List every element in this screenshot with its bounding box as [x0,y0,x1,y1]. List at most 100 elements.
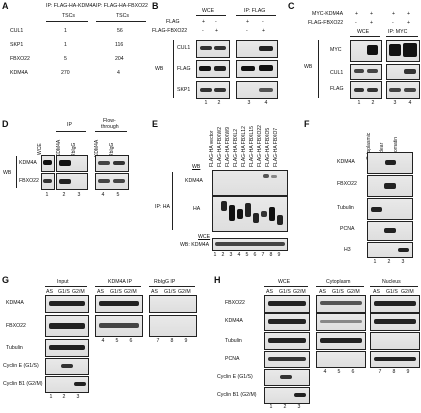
row-label-flag-fbxo22: FLAG-FBXO22 [308,20,344,26]
blot-label-kdm4a: KDM4A [225,318,243,324]
lane-number: 1 [45,192,49,198]
lane-number: 1 [269,404,273,410]
sign: + [370,11,374,17]
lane-number: 2 [387,259,391,265]
divider-cyto [316,286,364,287]
col-label-fbxo22: FLAG-HA FBXO22 [257,125,263,167]
lane-number: 4 [323,369,327,375]
row-fbxo22-c2: 204 [115,56,124,62]
blot-label-fbxo22: FBXO22 [225,300,245,306]
blot-h-kdm4a-cyto [316,313,366,331]
blot-b-skp1-wce [196,81,230,99]
blot-f-pcna [367,221,413,241]
divider-ip [236,15,276,16]
wb-bracket [318,40,319,98]
phase-label: AS [97,289,104,295]
lane-number: 7 [378,369,382,375]
phase-label: G2/M [124,289,137,295]
blot-g-fbxo22-igg [149,315,197,337]
row-label-flag: FLAG [166,19,180,25]
blot-b-skp1-ip [236,81,278,99]
phase-label: G1/S [110,289,122,295]
phase-label: G1/S [164,289,176,295]
phase-label: G2/M [347,289,360,295]
blot-label-tubulin: Tubulin [225,338,242,344]
lane-number: 6 [253,252,257,258]
subheader-tscs-1: TSCs [62,13,75,19]
lane-number: 2 [62,394,66,400]
phase-label: AS [319,289,326,295]
sign: - [246,28,248,34]
phase-label: G1/S [279,289,291,295]
blot-g-fbxo22-ip [95,315,143,337]
blot-h-kdm4a-nuc [370,313,420,331]
subheader-tscs-2: TSCs [116,13,129,19]
blot-h-tubulin-wce [264,332,310,350]
blot-label-tubulin: Tubulin [6,345,23,351]
blot-label-fbxo22: FBXO22 [337,181,357,187]
lane-number: 9 [406,369,410,375]
header-cytoplasm: Cytoplasm [326,279,351,285]
header-flow: Flow- [103,118,116,124]
blot-h-fbxo22-wce [264,295,310,313]
col-label-fbxl2: FLAG-HA FBXL2 [233,128,239,167]
blot-e-ha [212,196,288,232]
blot-label-fbxo22: FBXO22 [19,178,39,184]
blot-c-myc-ip [386,40,420,62]
lane-number: 3 [401,259,405,265]
sign: + [407,20,411,26]
lane-number: 3 [297,404,301,410]
phase-label: G2/M [72,289,85,295]
blot-d-kdm4a-ft [95,155,129,172]
blot-label-kdm4a: KDM4A [185,178,203,184]
blot-h-fbxo22-nuc [370,295,420,313]
header-wce: WCE [278,279,291,285]
lane-number: 8 [392,369,396,375]
blot-g-kdm4a-input [45,295,89,313]
row-name-kdm4a: KDM4A [10,70,28,76]
col-label-fbxo5: FLAG-HA FBXO5 [265,127,271,167]
ip-bracket [172,172,173,230]
phase-label: G1/S [332,289,344,295]
lane-number: 2 [371,100,375,106]
divider-ip [386,36,418,37]
col-label-vector: FLAG-HA vector [209,130,215,167]
divider-igg [149,286,195,287]
blot-label-skp1: SKP1 [177,87,191,93]
panel-letter-c: C [288,1,295,11]
blot-label-pcna: PCNA [340,226,355,232]
blot-c-flag-wce [350,81,382,99]
phase-label: G2/M [401,289,414,295]
sign: - [202,28,204,34]
blot-d-fbxo22-ft [95,173,129,190]
divider-wce [264,286,308,287]
blot-d-kdm4a-ip [56,155,88,172]
blot-g-kdm4a-ip [95,295,143,313]
row-cul1-c2: 56 [117,28,123,34]
phase-label: AS [373,289,380,295]
lane-number: 8 [170,338,174,344]
blot-c-cul1-wce [350,64,382,80]
lane-number: 7 [156,338,160,344]
row-cul1-c1: 1 [64,28,67,34]
lane-number: 5 [337,369,341,375]
col-label-fbxw9: FLAG-HA FBXW9 [225,126,231,167]
row-name-skp1: SKP1 [10,42,24,48]
phase-label: G1/S [58,289,70,295]
sign: - [262,19,264,25]
lane-number: 9 [277,252,281,258]
row-label-flag-fbxo22: FLAG-FBXO22 [152,28,188,34]
blot-h-cyclin-b1-wce [264,387,310,404]
panel-letter-g: G [2,275,10,285]
row-skp1-c1: 1 [64,42,67,48]
panel-letter-e: E [152,119,159,129]
phase-label: G2/M [178,289,191,295]
blot-b-cul1-ip [236,40,278,58]
header-ip: IP [67,122,72,128]
header-ip-kdm4a: IP: FLAG-HA-KDM4A [46,3,96,9]
lane-number: 2 [221,252,225,258]
blot-label-flag: FLAG [177,66,191,72]
blot-label-cyclin-b1: Cyclin B1 (G2/M) [217,392,257,398]
divider-nuc [370,286,418,287]
divider-col1 [46,21,88,22]
